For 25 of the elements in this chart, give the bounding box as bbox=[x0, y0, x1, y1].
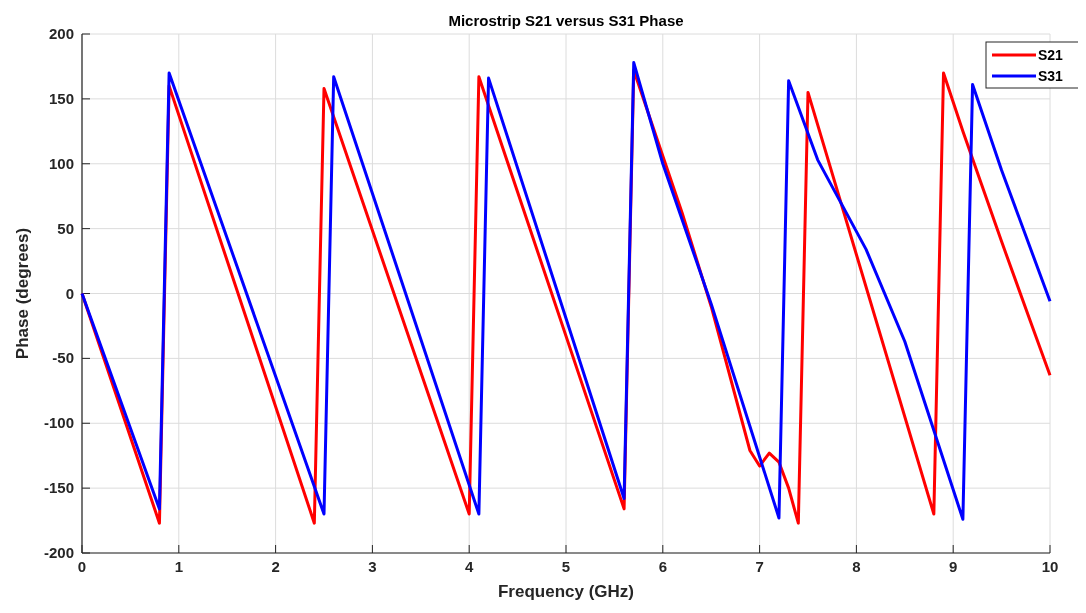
x-tick-label: 1 bbox=[174, 558, 183, 575]
y-axis-title: Phase (degrees) bbox=[13, 227, 32, 360]
x-tick-label: 10 bbox=[1041, 558, 1059, 575]
x-tick-label: 6 bbox=[658, 558, 667, 575]
y-tick-label: 200 bbox=[48, 25, 74, 42]
chart-title: Microstrip S21 versus S31 Phase bbox=[448, 12, 684, 29]
y-tick-label: -150 bbox=[43, 479, 74, 497]
y-tick-label: -50 bbox=[52, 349, 74, 367]
y-tick-label: 0 bbox=[65, 284, 74, 302]
x-tick-label: 5 bbox=[561, 558, 571, 575]
x-tick-label: 9 bbox=[949, 558, 958, 575]
y-tick-label: 100 bbox=[48, 154, 74, 172]
y-tick-label: -200 bbox=[43, 544, 74, 561]
x-tick-label: 3 bbox=[368, 558, 377, 575]
x-axis-title: Frequency (GHz) bbox=[497, 582, 635, 601]
y-tick-label: 50 bbox=[57, 219, 74, 237]
y-tick-label: 150 bbox=[48, 89, 74, 107]
y-tick-label: -100 bbox=[43, 414, 74, 432]
legend-label: S21 bbox=[1038, 47, 1064, 63]
legend-label: S31 bbox=[1038, 68, 1064, 84]
x-tick-label: 0 bbox=[77, 558, 87, 575]
x-tick-label: 7 bbox=[755, 558, 764, 575]
x-tick-label: 2 bbox=[271, 558, 280, 575]
x-tick-label: 8 bbox=[852, 558, 861, 575]
x-tick-label: 4 bbox=[465, 558, 475, 575]
